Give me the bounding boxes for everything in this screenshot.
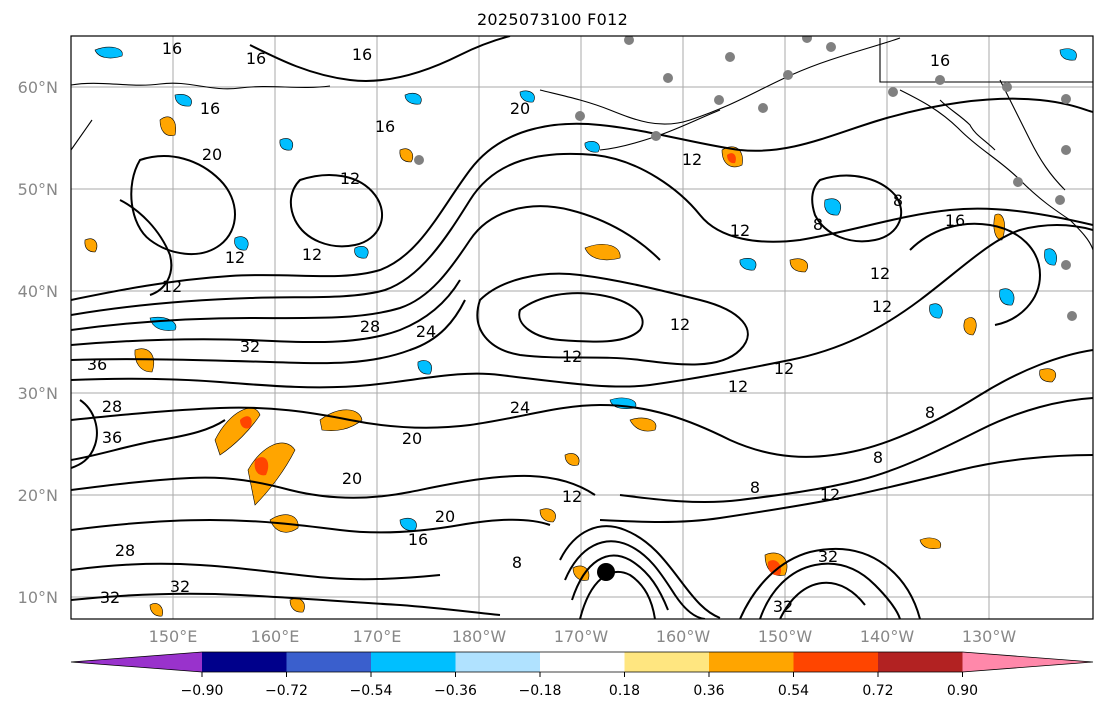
colorbar-tick-label: 0.36 [693,683,724,699]
contour-label: 28 [102,397,122,416]
longitude-label: 170°E [353,627,402,646]
colorbar-tick-label: −0.36 [434,683,477,699]
contour-label: 8 [512,553,522,572]
longitude-label: 170°W [554,627,609,646]
contour-label-layer: 16 16 16 16 20 12 12 12 16 12 28 32 36 2… [87,39,965,616]
contour-label: 16 [930,51,950,70]
contour-label: 12 [730,221,750,240]
contour-label: 8 [893,191,903,210]
colorbar-tick-label: −0.54 [350,683,393,699]
colorbar-tick-label: −0.72 [265,683,308,699]
contour-label: 12 [670,315,690,334]
contour-label: 8 [750,478,760,497]
contour-label: 24 [416,322,436,341]
longitude-label: 150°E [149,627,198,646]
contour-label: 12 [870,264,890,283]
map-content: 16 16 16 16 20 12 12 12 16 12 28 32 36 2… [71,36,1093,619]
latitude-label: 50°N [18,180,58,199]
colorbar-tick-label: −0.18 [519,683,562,699]
contour-label: 32 [100,588,120,607]
strong-positive-shading [240,153,782,576]
contour-label: 32 [773,597,793,616]
latitude-label: 10°N [18,588,58,607]
colorbar-bin [371,652,456,672]
longitude-label: 160°W [656,627,711,646]
contour-label: 8 [813,215,823,234]
contour-label: 12 [682,150,702,169]
contour-label: 20 [402,429,422,448]
colorbar-bin [540,652,625,672]
contour-label: 12 [225,248,245,267]
contour-label: 8 [925,403,935,422]
contours [71,36,1093,619]
colorbar-bin [878,652,963,672]
contour-label: 16 [945,211,965,230]
longitude-label: 160°E [251,627,300,646]
colorbar-bin [624,652,709,672]
contour-label: 16 [200,99,220,118]
contour-label: 8 [873,448,883,467]
colorbar-bin [286,652,371,672]
contour-label: 16 [375,117,395,136]
contour-label: 32 [818,547,838,566]
longitude-label: 180°W [452,627,507,646]
map-background [71,36,1093,619]
longitude-label: 140°W [860,627,915,646]
contour-label: 36 [87,355,107,374]
station-markers [414,36,1077,321]
contour-label: 28 [360,317,380,336]
colorbar-bin [793,652,878,672]
latitude-label: 20°N [18,486,58,505]
contour-label: 12 [872,297,892,316]
contour-label: 12 [562,347,582,366]
contour-label: 20 [342,469,362,488]
colorbar-tick-label: 0.18 [609,683,640,699]
contour-label: 12 [162,277,182,296]
contour-label: 32 [170,577,190,596]
latitude-label: 40°N [18,282,58,301]
colorbar-ticks [201,672,963,677]
latitude-axis: 60°N 50°N 40°N 30°N 20°N 10°N [18,78,58,607]
contour-label: 12 [562,487,582,506]
contour-label: 12 [340,169,360,188]
colorbar-bin [202,652,287,672]
contour-label: 12 [820,485,840,504]
contour-label: 12 [774,359,794,378]
storm-center-marker [597,563,615,581]
colorbar-tick-label: 0.90 [947,683,978,699]
contour-label: 32 [240,337,260,356]
contour-label: 36 [102,428,122,447]
contour-label: 24 [510,398,530,417]
longitude-axis: 150°E 160°E 170°E 180°W 170°W 160°W 150°… [149,627,1017,646]
contour-label: 20 [202,145,222,164]
contour-label: 16 [408,530,428,549]
map-frame [70,35,1094,620]
latitude-label: 30°N [18,384,58,403]
latitude-label: 60°N [18,78,58,97]
map-title: 2025073100 F012 [476,10,629,29]
colorbar-tick-label: 0.72 [862,683,893,699]
longitude-label: 130°W [962,627,1017,646]
contour-label: 28 [115,541,135,560]
contour-label: 16 [352,45,372,64]
contour-label: 20 [510,99,530,118]
contour-label: 20 [435,507,455,526]
colorbar-tick-label: 0.54 [778,683,809,699]
contour-label: 16 [246,49,266,68]
colorbar-bin [455,652,540,672]
contour-label: 12 [728,377,748,396]
longitude-label: 150°W [758,627,813,646]
colorbar-tick-label: −0.90 [181,683,224,699]
contour-label: 12 [302,245,322,264]
contour-label: 16 [162,39,182,58]
negative-shading [94,46,1077,531]
colorbar-bin [709,652,794,672]
colorbar-extend-left [71,652,202,672]
colorbar: −0.90 −0.72 −0.54 −0.36 −0.18 0.18 0.36 … [70,651,1094,699]
colorbar-extend-right [962,652,1093,672]
